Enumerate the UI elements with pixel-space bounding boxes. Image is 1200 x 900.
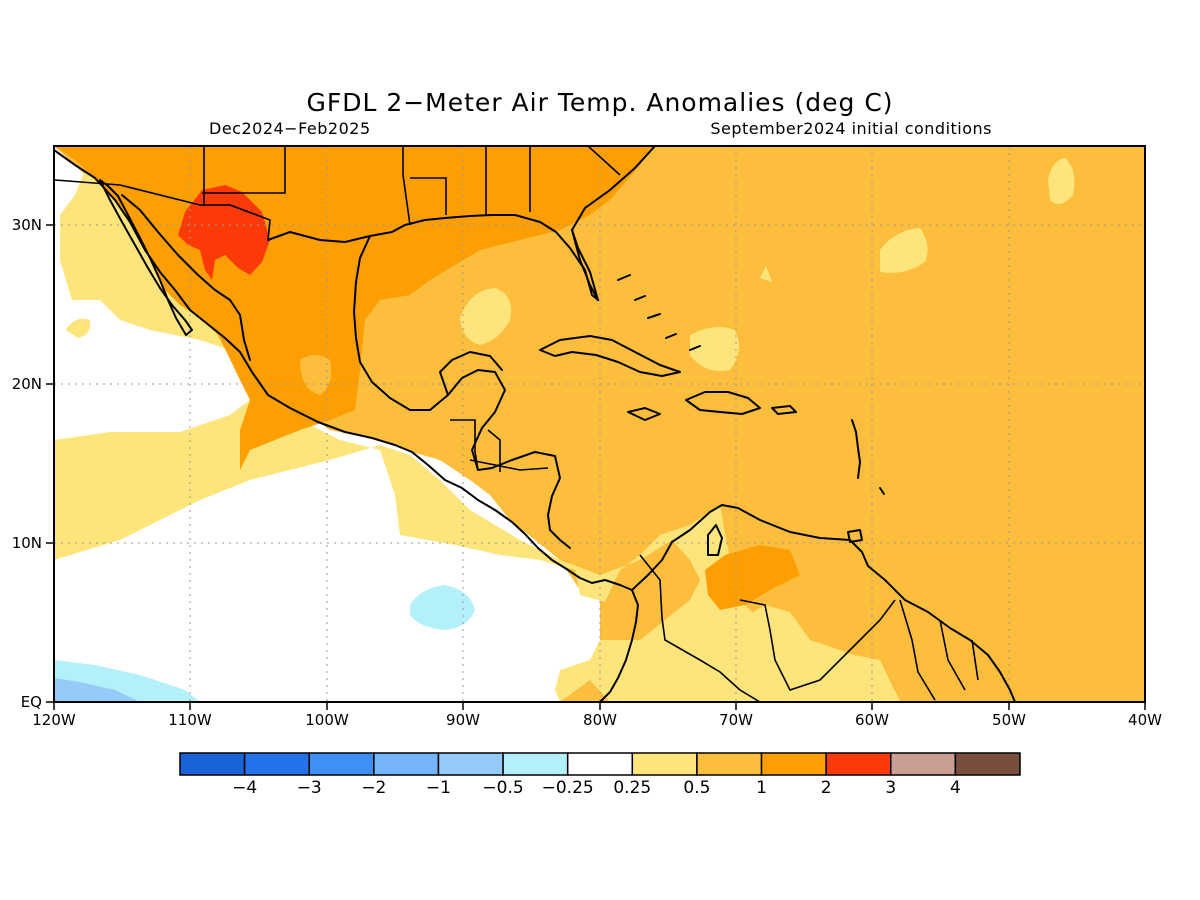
colorbar-label: −3	[297, 778, 322, 798]
colorbar-swatch	[760, 752, 827, 776]
colorbar-label: −2	[361, 778, 386, 798]
colorbar-swatch	[373, 752, 440, 776]
colorbar-swatch	[308, 752, 375, 776]
anomaly-fill-venezuela	[705, 545, 800, 610]
colorbar-swatch	[566, 752, 634, 776]
map-title: GFDL 2−Meter Air Temp. Anomalies (deg C)	[306, 88, 893, 117]
x-tick-label: 40W	[1128, 711, 1162, 729]
anomaly-fill-pacific-blue	[54, 678, 140, 702]
colorbar-swatch	[631, 752, 698, 776]
y-tick-label: 20N	[12, 375, 42, 393]
colorbar-swatch	[825, 752, 892, 776]
x-tick-label: 80W	[583, 711, 617, 729]
colorbar-label: 0.5	[683, 778, 710, 798]
anomaly-fill-yellow-patch-gulf	[460, 288, 511, 345]
colorbar: −4 −3 −2 −1 −0.5 −0.25 0.25 0.5 1 2 3 4	[179, 752, 1021, 798]
colorbar-label: −0.25	[542, 778, 594, 798]
y-tick-label: EQ	[21, 693, 42, 711]
coastlines	[54, 146, 1016, 702]
y-tick-label: 10N	[12, 534, 42, 552]
colorbar-label: 1	[756, 778, 767, 798]
colorbar-swatch	[696, 752, 763, 776]
anomaly-fill-yellow-patch-guianas	[740, 605, 900, 700]
anomaly-fill-yellow-patch-baja	[66, 318, 91, 338]
anomaly-fill-yellow-patch-atlantic-1	[880, 228, 928, 273]
anomaly-fill-pacific-light-blue	[410, 585, 475, 630]
colorbar-label: 3	[885, 778, 896, 798]
x-tick-label: 120W	[32, 711, 76, 729]
anomaly-fill-yellow-patch-bahamas	[690, 326, 739, 371]
colorbar-swatch	[890, 752, 957, 776]
political-borders	[54, 146, 979, 702]
colorbar-label: 4	[950, 778, 961, 798]
x-tick-label: 90W	[446, 711, 480, 729]
colorbar-label: 2	[821, 778, 832, 798]
colorbar-label: −0.5	[482, 778, 523, 798]
x-tick-label: 110W	[168, 711, 212, 729]
colorbar-swatch	[243, 752, 310, 776]
anomaly-fill-nw-mexico-red	[178, 185, 270, 280]
x-tick-label: 60W	[855, 711, 889, 729]
colorbar-swatch	[502, 752, 569, 776]
colorbar-swatch	[437, 752, 504, 776]
x-tick-label: 50W	[992, 711, 1026, 729]
anomaly-fill-eastern-pacific	[54, 146, 600, 702]
initial-conditions: September2024 initial conditions	[710, 119, 992, 138]
y-tick-label: 30N	[12, 216, 42, 234]
anomaly-fill-yellow-patch-atlantic-2	[1048, 158, 1075, 204]
colorbar-label: −1	[426, 778, 451, 798]
y-axis: EQ 10N 20N 30N	[12, 216, 54, 711]
anomaly-fill-yellow-patch-ne-mexico	[760, 266, 772, 282]
colorbar-label: −4	[232, 778, 257, 798]
colorbar-swatch	[954, 752, 1021, 776]
graticule	[54, 146, 1145, 702]
colorbar-swatch	[179, 752, 246, 776]
x-tick-label: 70W	[719, 711, 753, 729]
x-tick-label: 100W	[305, 711, 349, 729]
map-panel	[54, 146, 1145, 702]
x-axis: 120W 110W 100W 90W 80W 70W 60W 50W 40W	[32, 702, 1162, 729]
anomaly-fill-mexico-interior	[300, 355, 332, 395]
forecast-period: Dec2024−Feb2025	[209, 119, 371, 138]
colorbar-label: 0.25	[613, 778, 651, 798]
